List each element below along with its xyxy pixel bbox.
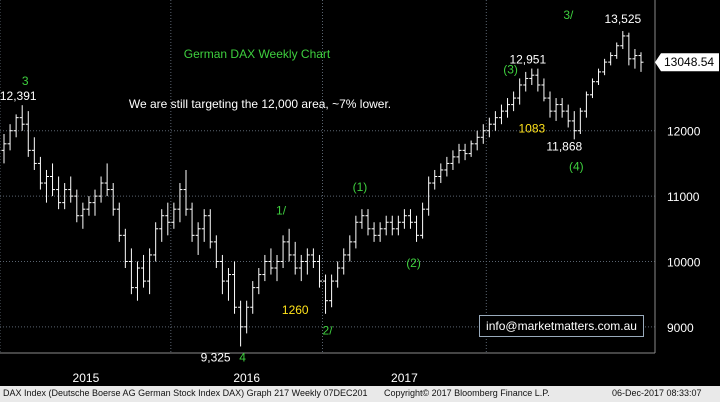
- wave-annotation: 4: [239, 350, 246, 364]
- wave-annotation: 1260: [282, 303, 309, 317]
- wave-annotation: 3: [22, 74, 29, 88]
- y-tick-label: 11000: [667, 190, 700, 204]
- x-tick-label: 2016: [233, 371, 260, 385]
- x-tick-label: 2015: [73, 371, 100, 385]
- chart-subtitle: We are still targeting the 12,000 area, …: [129, 97, 391, 111]
- wave-annotation: (4): [569, 160, 584, 174]
- wave-annotation: 3/: [563, 8, 574, 22]
- contact-email: info@marketmatters.com.au: [479, 315, 644, 337]
- wave-annotation: (3): [503, 62, 518, 76]
- last-price-label: 13048.54: [664, 55, 714, 69]
- wave-annotation: 2/: [323, 323, 334, 337]
- wave-annotation: 13,525: [605, 12, 642, 26]
- wave-annotation: (2): [406, 256, 421, 270]
- y-tick-label: 9000: [667, 321, 694, 335]
- wave-annotation: 12,951: [509, 53, 546, 67]
- footer-copyright: Copyright© 2017 Bloomberg Finance L.P.: [384, 388, 550, 398]
- x-tick-label: 2017: [391, 371, 418, 385]
- footer-timestamp: 06-Dec-2017 08:33:07: [612, 388, 702, 398]
- wave-annotation: 12,391: [0, 89, 37, 103]
- y-tick-label: 10000: [667, 255, 701, 269]
- bloomberg-footer: DAX Index (Deutsche Boerse AG German Sto…: [0, 386, 720, 402]
- wave-annotation: 1/: [276, 203, 287, 217]
- footer-security-info: DAX Index (Deutsche Boerse AG German Sto…: [3, 388, 368, 398]
- wave-annotation: 1083: [519, 121, 546, 135]
- y-tick-label: 12000: [667, 125, 701, 139]
- last-price-marker: [655, 53, 719, 72]
- wave-annotation: (1): [353, 180, 368, 194]
- wave-annotation: 9,325: [201, 350, 231, 364]
- chart-title: German DAX Weekly Chart: [184, 47, 331, 61]
- wave-annotation: 11,868: [546, 140, 582, 154]
